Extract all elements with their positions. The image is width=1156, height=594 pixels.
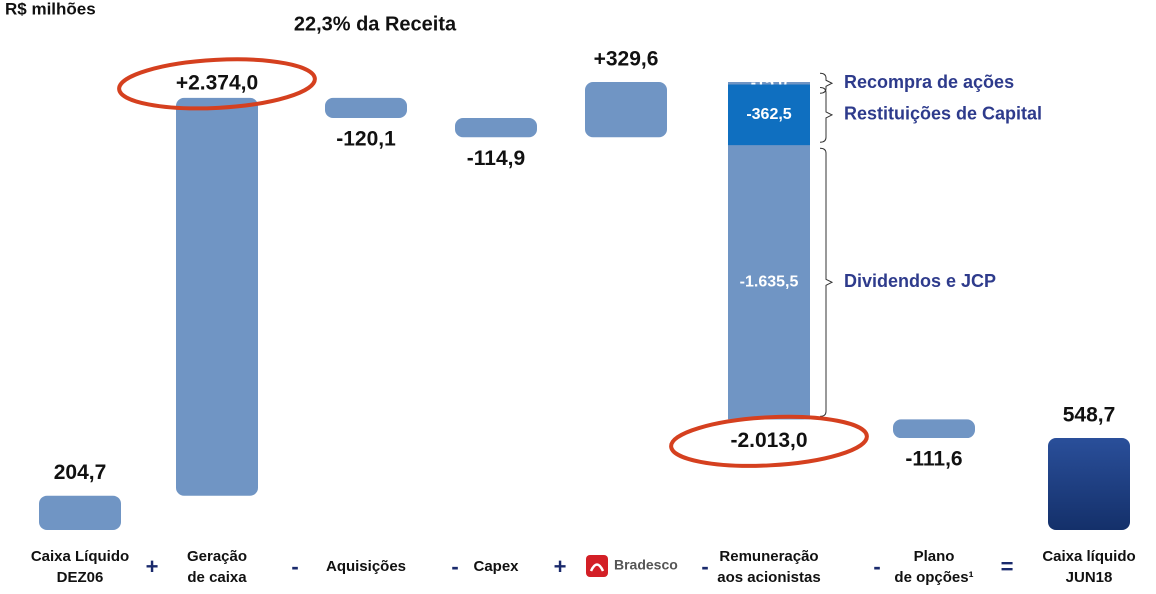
segment-label: -1.635,5 (740, 274, 799, 291)
value-label: -111,6 (905, 448, 962, 471)
value-label: -114,9 (467, 147, 525, 170)
x-tick-label: Bradesco (614, 557, 678, 573)
x-tick-label: Remuneração (719, 548, 818, 565)
operator: - (291, 554, 298, 579)
bar (893, 419, 975, 439)
x-tick-label: de opções¹ (894, 569, 973, 586)
bar (325, 97, 407, 118)
bracket (819, 147, 834, 417)
operator: - (873, 554, 880, 579)
segment (728, 145, 810, 420)
bracket (819, 72, 834, 94)
value-label: -2.013,0 (730, 429, 807, 452)
segment-name: Recompra de ações (844, 72, 1014, 92)
bar (585, 82, 667, 138)
segment-name: Dividendos e JCP (844, 271, 996, 291)
chart-title: R$ milhões (5, 0, 96, 18)
x-tick-label: Plano (914, 548, 955, 565)
bar (455, 117, 537, 138)
bar (39, 495, 121, 530)
segment-label: -362,5 (746, 106, 791, 123)
x-tick-label: DEZ06 (57, 569, 104, 586)
logo-icon (586, 555, 608, 577)
segment (728, 84, 810, 146)
logo-mark (589, 563, 605, 572)
segment (728, 82, 810, 85)
segment-name: Restituições de Capital (844, 104, 1042, 124)
x-tick-label: Caixa líquido (1042, 548, 1135, 565)
value-label: 204,7 (54, 461, 107, 484)
operator: - (451, 554, 458, 579)
value-label: 548,7 (1063, 404, 1116, 427)
highlight-ring (669, 414, 869, 468)
operator: + (146, 554, 159, 579)
x-tick-label: de caixa (187, 569, 247, 586)
bar (176, 97, 258, 496)
value-label: +2.374,0 (176, 71, 258, 94)
operator: = (1001, 554, 1014, 579)
x-tick-label: Geração (187, 548, 247, 565)
value-label: +329,6 (594, 48, 659, 71)
operator: - (701, 554, 708, 579)
highlight-ring (117, 57, 317, 111)
annotation: 22,3% da Receita (294, 13, 457, 35)
x-tick-label: Caixa Líquido (31, 548, 129, 565)
operator: + (554, 554, 567, 579)
x-tick-label: Capex (473, 558, 519, 575)
x-tick-label: JUN18 (1066, 569, 1113, 586)
x-tick-label: aos acionistas (717, 569, 820, 586)
bar (1048, 438, 1130, 530)
value-label: -120,1 (336, 128, 396, 151)
bracket (819, 87, 834, 143)
x-tick-label: Aquisições (326, 558, 406, 575)
